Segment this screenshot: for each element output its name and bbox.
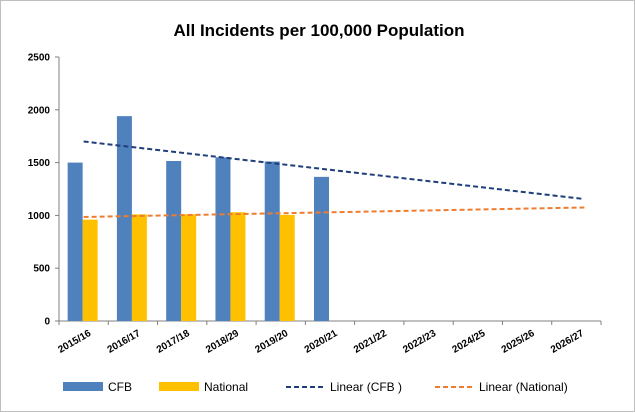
x-tick-label: 2025/26	[500, 328, 537, 356]
legend-label: Linear (CFB )	[330, 380, 402, 394]
bar-national-2015/16	[82, 219, 98, 321]
legend-swatch	[159, 382, 199, 391]
legend: CFB National Linear (CFB ) Linear (National…	[63, 380, 568, 394]
x-tick-label: 2016/17	[106, 328, 143, 356]
bar-national-2016/17	[131, 214, 147, 321]
y-tick-label: 500	[33, 264, 50, 275]
y-tick-label: 1000	[28, 211, 51, 222]
bar-cfb-2016/17	[116, 116, 132, 321]
y-tick-label: 1500	[28, 158, 51, 169]
bar-cfb-2020/21	[314, 176, 329, 321]
bar-national-2018/29	[230, 212, 246, 321]
chart-title: All Incidents per 100,000 Population	[174, 21, 465, 40]
x-tick-label: 2024/25	[451, 328, 488, 356]
y-tick-label: 2000	[28, 105, 51, 116]
y-axis: 0 500 1000 1500 2000 2500	[28, 53, 60, 328]
x-tick-label: 2020/21	[303, 328, 340, 356]
x-axis: 2015/16 2016/17 2017/18 2018/29 2019/20 2020/…	[56, 320, 602, 356]
bar-cfb-2015/16	[67, 162, 83, 321]
x-tick-label: 2021/22	[352, 328, 389, 356]
x-tick-label: 2026/27	[549, 328, 586, 356]
x-tick-label: 2022/23	[401, 328, 438, 356]
bar-national-2019/20	[279, 214, 295, 321]
legend-label: CFB	[108, 380, 132, 394]
trendlines	[83, 140, 585, 218]
bar-cfb-2019/20	[264, 161, 280, 321]
legend-label: National	[204, 380, 248, 394]
trendline-1	[83, 206, 585, 218]
bar-cfb-2018/29	[215, 157, 231, 321]
x-tick-label: 2018/29	[204, 328, 241, 356]
bar-cfb-2017/18	[166, 161, 182, 321]
legend-swatch	[63, 382, 103, 391]
y-tick-label: 2500	[28, 53, 51, 64]
trendline-0	[83, 140, 585, 201]
bar-national-2017/18	[181, 214, 197, 321]
y-tick-label: 0	[44, 317, 50, 328]
bars	[67, 116, 329, 321]
x-tick-label: 2015/16	[56, 328, 93, 356]
x-tick-label: 2017/18	[155, 328, 192, 356]
legend-label: Linear (National)	[479, 380, 568, 394]
x-tick-label: 2019/20	[253, 328, 290, 356]
